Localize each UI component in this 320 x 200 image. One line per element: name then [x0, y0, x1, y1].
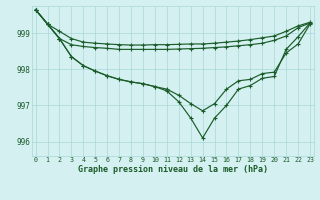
X-axis label: Graphe pression niveau de la mer (hPa): Graphe pression niveau de la mer (hPa)	[78, 165, 268, 174]
